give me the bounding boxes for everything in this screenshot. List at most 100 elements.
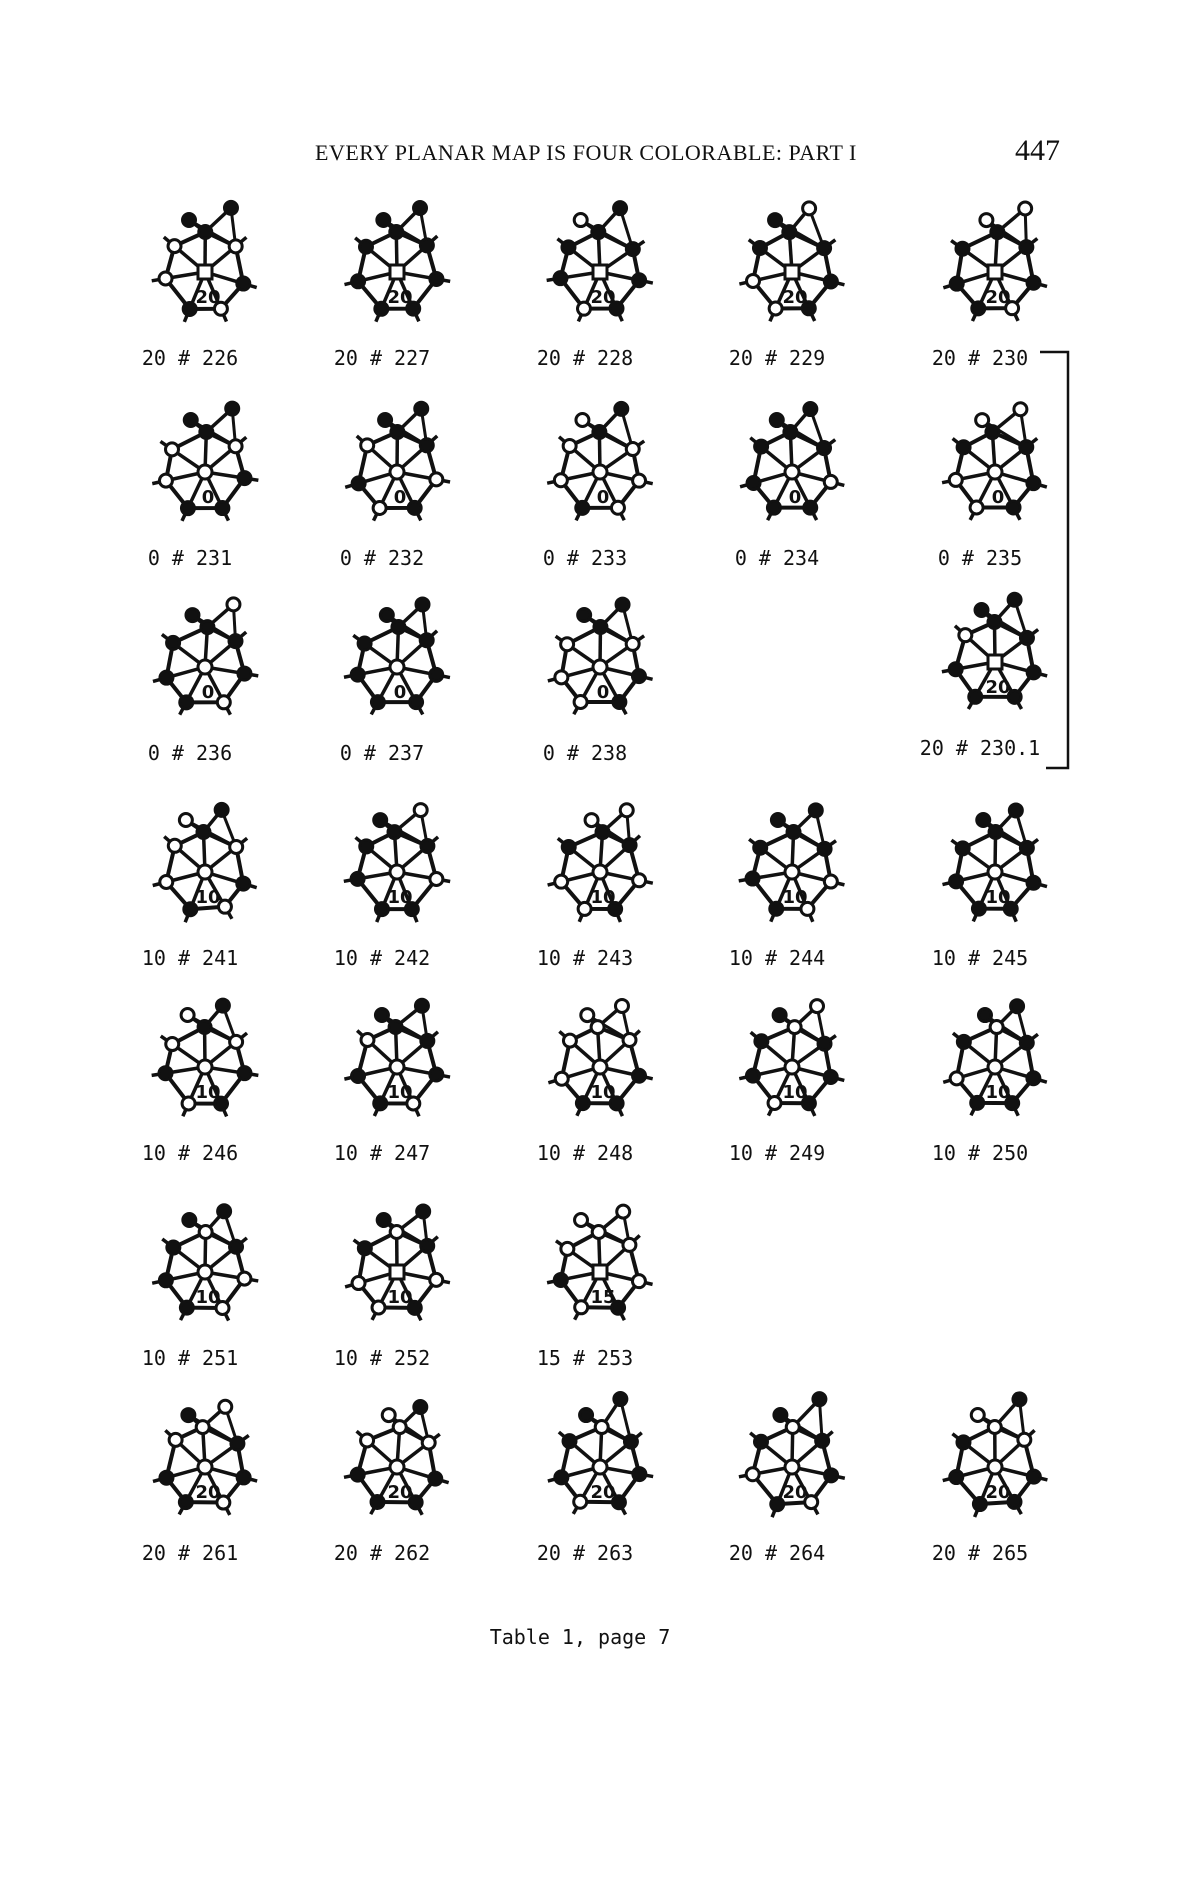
configuration-diagram: 20 bbox=[344, 199, 451, 323]
vertex-open bbox=[359, 1432, 376, 1449]
configuration-diagram: 20 bbox=[941, 591, 1048, 710]
vertex-open bbox=[177, 812, 194, 829]
vertex-filled bbox=[178, 1299, 195, 1316]
configuration: 0 0 # 231 bbox=[115, 400, 295, 590]
configuration-diagram: 10 bbox=[942, 998, 1048, 1117]
vertex-filled bbox=[1025, 1468, 1042, 1485]
vertex-filled bbox=[611, 693, 628, 710]
vertex-filled bbox=[375, 1212, 392, 1229]
configuration: 0 0 # 237 bbox=[307, 595, 487, 785]
center-vertex bbox=[986, 1458, 1004, 1476]
vertex-filled bbox=[407, 1494, 424, 1511]
vertex-filled bbox=[157, 1065, 174, 1082]
configuration: 20 20 # 229 bbox=[702, 200, 882, 390]
vertex-filled bbox=[745, 475, 762, 492]
center-mark: 20 bbox=[985, 677, 1010, 698]
vertex-open bbox=[621, 1236, 638, 1253]
vertex-filled bbox=[216, 1203, 233, 1220]
center-mark: 10 bbox=[195, 1082, 220, 1103]
vertex-open bbox=[575, 300, 592, 317]
vertex-filled bbox=[765, 499, 782, 516]
configuration-diagram: 20 bbox=[942, 200, 1048, 322]
vertex-filled bbox=[388, 224, 405, 241]
vertex-filled bbox=[578, 1407, 595, 1424]
vertex-open bbox=[216, 898, 233, 915]
center-vertex bbox=[591, 263, 609, 281]
vertex-filled bbox=[214, 997, 231, 1014]
vertex-open bbox=[179, 1007, 196, 1024]
vertex-open bbox=[559, 1240, 576, 1257]
vertex-filled bbox=[235, 275, 252, 292]
configuration-label: 20 # 263 bbox=[536, 1541, 634, 1565]
center-mark: 20 bbox=[195, 1482, 220, 1503]
vertex-filled bbox=[975, 812, 992, 829]
vertex-filled bbox=[412, 199, 429, 216]
vertex-open bbox=[766, 1094, 783, 1111]
vertex-filled bbox=[781, 224, 798, 241]
vertex-filled bbox=[948, 873, 965, 890]
vertex-open bbox=[630, 1273, 647, 1290]
configuration-diagram: 10 bbox=[547, 802, 654, 923]
vertex-filled bbox=[816, 1035, 833, 1052]
center-vertex bbox=[591, 863, 609, 881]
center-vertex bbox=[388, 463, 406, 481]
vertex-filled bbox=[418, 632, 435, 649]
center-mark: 0 bbox=[992, 487, 1005, 508]
vertex-filled bbox=[1025, 874, 1042, 891]
vertex-filled bbox=[158, 1469, 175, 1486]
configuration: 20 20 # 261 bbox=[115, 1395, 295, 1585]
vertex-filled bbox=[594, 824, 611, 841]
vertex-filled bbox=[224, 400, 241, 417]
vertex-filled bbox=[369, 1493, 386, 1510]
vertex-open bbox=[553, 1070, 570, 1087]
configuration-diagram: 0 bbox=[152, 596, 259, 716]
vertex-open bbox=[559, 636, 576, 653]
vertex-filled bbox=[608, 300, 625, 317]
configuration-diagram: 20 bbox=[738, 1391, 846, 1518]
vertex-filled bbox=[427, 1470, 444, 1487]
vertex-open bbox=[350, 1275, 367, 1292]
configuration-diagram: 10 bbox=[151, 997, 259, 1118]
vertex-open bbox=[166, 238, 183, 255]
vertex-filled bbox=[610, 1299, 627, 1316]
configuration: 10 10 # 247 bbox=[307, 995, 487, 1185]
vertex-filled bbox=[235, 1469, 252, 1486]
vertex-open bbox=[217, 1398, 234, 1415]
center-mark: 10 bbox=[985, 887, 1010, 908]
vertex-filled bbox=[772, 1407, 789, 1424]
vertex-open bbox=[744, 1466, 761, 1483]
vertex-filled bbox=[769, 812, 786, 829]
configuration-label: 10 # 246 bbox=[141, 1141, 239, 1165]
configuration: 20 20 # 265 bbox=[905, 1391, 1085, 1585]
vertex-open bbox=[164, 441, 181, 458]
vertex-open bbox=[968, 499, 985, 516]
center-mark: 10 bbox=[195, 1287, 220, 1308]
vertex-open bbox=[948, 1070, 965, 1087]
vertex-open bbox=[214, 1299, 231, 1316]
center-mark: 10 bbox=[590, 1082, 615, 1103]
center-vertex bbox=[591, 1263, 609, 1281]
vertex-open bbox=[552, 472, 569, 489]
vertex-open bbox=[576, 900, 593, 917]
vertex-filled bbox=[767, 212, 784, 229]
vertex-filled bbox=[591, 424, 608, 441]
vertex-open bbox=[986, 1419, 1003, 1436]
vertex-open bbox=[573, 1212, 590, 1229]
configuration-label: 0 # 234 bbox=[734, 546, 820, 570]
center-vertex bbox=[388, 658, 406, 676]
vertex-filled bbox=[947, 661, 964, 678]
vertex-filled bbox=[1006, 591, 1023, 608]
vertex-filled bbox=[1005, 499, 1022, 516]
vertex-open bbox=[167, 1431, 184, 1448]
configuration-label: 10 # 244 bbox=[728, 946, 826, 970]
vertex-filled bbox=[418, 437, 435, 454]
vertex-filled bbox=[229, 1435, 246, 1452]
vertex-filled bbox=[800, 1095, 817, 1112]
vertex-filled bbox=[197, 224, 214, 241]
center-mark: 0 bbox=[597, 682, 610, 703]
center-vertex bbox=[388, 1458, 406, 1476]
vertex-filled bbox=[752, 839, 769, 856]
vertex-filled bbox=[228, 1238, 245, 1255]
center-vertex bbox=[388, 1263, 406, 1281]
vertex-filled bbox=[195, 824, 212, 841]
